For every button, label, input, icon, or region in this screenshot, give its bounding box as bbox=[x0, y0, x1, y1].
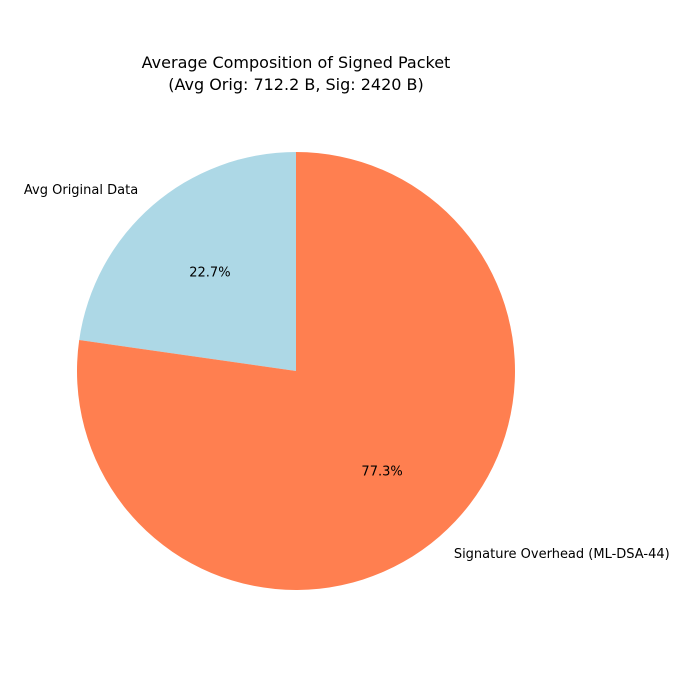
pie-labels: 22.7% Avg Original Data 77.3% Signature Ove… bbox=[24, 183, 670, 562]
pie-slice-0 bbox=[79, 152, 296, 371]
slice-percent-label-1: 77.3% bbox=[361, 464, 402, 479]
chart-subtitle: (Avg Orig: 712.2 B, Sig: 2420 B) bbox=[168, 75, 424, 94]
slice-percent-label-0: 22.7% bbox=[189, 266, 230, 281]
slice-category-label-0: Avg Original Data bbox=[24, 183, 138, 198]
pie-slices bbox=[77, 152, 515, 590]
pie-slice-1 bbox=[77, 152, 515, 590]
chart-title: Average Composition of Signed Packet bbox=[142, 53, 451, 72]
slice-category-label-1: Signature Overhead (ML-DSA-44) bbox=[454, 547, 670, 562]
